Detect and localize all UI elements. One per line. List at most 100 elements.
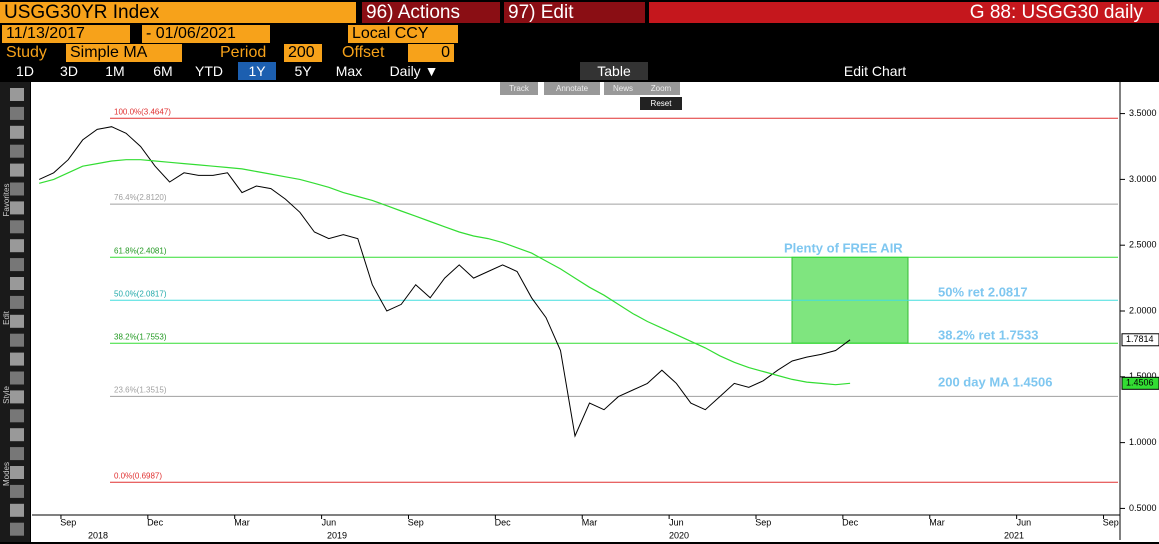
mini-tool[interactable]: Annotate — [544, 82, 600, 95]
range-button[interactable]: 1Y — [238, 62, 276, 80]
x-tick-label: Dec — [842, 517, 859, 527]
retracement-label: 23.6%(1.3515) — [114, 385, 167, 394]
side-label: Modes — [2, 462, 11, 486]
last-value-label: 1.4506 — [1126, 378, 1154, 388]
year-label: 2020 — [669, 530, 689, 540]
range-button[interactable]: 3D — [60, 63, 78, 79]
y-tick-label: 1.0000 — [1129, 437, 1157, 447]
side-label: Edit — [2, 310, 11, 325]
x-tick-label: Sep — [1103, 517, 1119, 527]
tool-icon — [10, 106, 24, 120]
tool-icon — [10, 409, 24, 423]
tool-icon — [10, 201, 24, 215]
tool-icon — [10, 447, 24, 461]
annotation: 38.2% ret 1.7533 — [938, 327, 1038, 342]
series-line — [39, 159, 851, 386]
tool-icon — [10, 352, 24, 366]
range-button[interactable]: 6M — [153, 63, 173, 79]
year-label: 2019 — [327, 530, 347, 540]
side-label: Style — [2, 386, 11, 404]
x-tick-label: Jun — [669, 517, 684, 527]
y-tick-label: 0.5000 — [1129, 503, 1157, 513]
tool-icon — [10, 88, 24, 101]
offset[interactable]: 0 — [408, 44, 454, 62]
tool-icon — [10, 163, 24, 177]
x-tick-label: Dec — [495, 517, 512, 527]
tool-icon — [10, 239, 24, 253]
mini-tool[interactable]: Zoom — [642, 82, 680, 95]
tool-icon — [10, 522, 24, 536]
annotation: 50% ret 2.0817 — [938, 284, 1028, 299]
y-tick-label: 3.5000 — [1129, 108, 1157, 118]
edit-menu[interactable]: 97) Edit — [504, 2, 645, 23]
retracement-label: 50.0%(2.0817) — [114, 289, 167, 298]
tool-icon — [10, 277, 24, 290]
study[interactable]: Simple MA — [66, 44, 182, 62]
retracement-label: 76.4%(2.8120) — [114, 193, 167, 202]
security[interactable]: USGG30YR Index — [0, 2, 356, 23]
retracement-label: 100.0%(3.4647) — [114, 107, 171, 116]
side-toolbar — [0, 82, 30, 542]
x-tick-label: Dec — [147, 517, 164, 527]
x-tick-label: Jun — [1017, 517, 1032, 527]
mini-tool[interactable]: News — [604, 82, 642, 95]
frequency[interactable]: Daily ▼ — [389, 63, 439, 79]
x-tick-label: Mar — [234, 517, 250, 527]
tool-icon — [10, 371, 24, 385]
x-tick-label: Jun — [322, 517, 337, 527]
x-tick-label: Mar — [582, 517, 598, 527]
actions-menu[interactable]: 96) Actions — [362, 2, 500, 23]
study-label: Study — [6, 44, 47, 61]
range-button[interactable]: 1D — [16, 63, 34, 79]
year-label: 2021 — [1004, 530, 1024, 540]
reset-button[interactable]: Reset — [640, 97, 682, 110]
tool-icon — [10, 484, 24, 498]
y-tick-label: 2.0000 — [1129, 305, 1157, 315]
series-line — [38, 126, 851, 438]
tool-icon — [10, 466, 24, 479]
tool-icon — [10, 428, 24, 442]
y-tick-label: 3.0000 — [1129, 174, 1157, 184]
currency[interactable]: Local CCY — [348, 25, 458, 43]
range-button[interactable]: 5Y — [294, 63, 312, 79]
last-value-box — [1121, 333, 1159, 347]
chart-background — [31, 82, 1159, 542]
start-date[interactable]: 11/13/2017 — [2, 25, 130, 43]
table-button[interactable]: Table — [580, 62, 648, 80]
tool-icon — [10, 503, 24, 517]
retracement-label: 0.0%(0.6987) — [114, 471, 162, 480]
range-button[interactable]: 1M — [105, 63, 125, 79]
y-tick-label: 1.5000 — [1129, 371, 1157, 381]
year-label: 2018 — [88, 530, 108, 540]
period[interactable]: 200 — [284, 44, 322, 62]
tool-icon — [10, 314, 24, 328]
offset-label: Offset — [342, 44, 385, 61]
side-label: Favorites — [2, 184, 11, 217]
x-tick-label: Mar — [929, 517, 945, 527]
retracement-label: 61.8%(2.4081) — [114, 246, 167, 255]
x-tick-label: Sep — [408, 517, 424, 527]
last-value-label: 1.7814 — [1126, 334, 1154, 344]
x-tick-label: Sep — [755, 517, 771, 527]
annotation: Plenty of FREE AIR — [784, 240, 903, 255]
tool-icon — [10, 125, 24, 139]
mini-tool[interactable]: Track — [500, 82, 538, 95]
range-button[interactable]: YTD — [195, 63, 223, 79]
tool-icon — [10, 258, 24, 272]
y-tick-label: 2.5000 — [1129, 240, 1157, 250]
tool-icon — [10, 295, 24, 309]
tool-icon — [10, 333, 24, 347]
tool-icon — [10, 182, 24, 196]
tool-icon — [10, 390, 24, 404]
range-button[interactable]: Max — [335, 63, 363, 79]
tool-icon — [10, 220, 24, 234]
end-date[interactable]: - 01/06/2021 — [142, 25, 270, 43]
retracement-label: 38.2%(1.7553) — [114, 332, 167, 341]
last-value-box — [1121, 376, 1159, 390]
edit-chart-button[interactable]: Edit Chart — [843, 63, 907, 79]
tool-icon — [10, 144, 24, 158]
page-title: G 88: USGG30 daily — [649, 2, 1159, 23]
period-label: Period — [220, 44, 267, 61]
